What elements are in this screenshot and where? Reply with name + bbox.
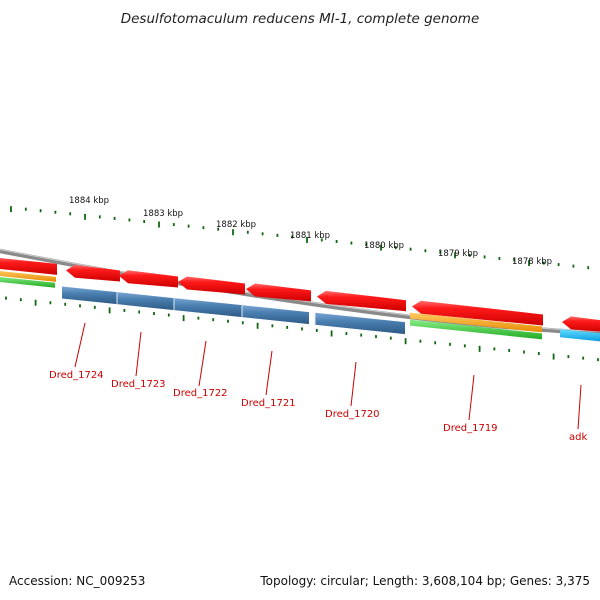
ruler-label: 1883 kbp xyxy=(143,209,183,219)
product-band xyxy=(315,312,405,335)
genome-summary-text: Topology: circular; Length: 3,608,104 bp… xyxy=(260,574,590,588)
label-leader-line xyxy=(198,340,207,387)
gene-label-dred-1723: Dred_1723 xyxy=(111,379,166,390)
cds-arrow xyxy=(66,264,120,282)
ruler-label: 1882 kbp xyxy=(216,220,256,230)
position-ruler xyxy=(5,206,599,362)
label-leader-line xyxy=(74,322,86,368)
label-leader-line xyxy=(135,331,142,377)
ruler-labels: 1884 kbp 1883 kbp 1882 kbp 1881 kbp 1880 kbp… xyxy=(69,196,552,267)
cds-arrow xyxy=(178,276,245,295)
product-band xyxy=(174,298,242,318)
label-leader-line xyxy=(577,384,582,430)
cds-arrow xyxy=(119,270,178,288)
cog-track-green xyxy=(410,319,542,340)
cds-arrow xyxy=(317,290,406,312)
cog-track-green xyxy=(0,277,55,288)
product-band xyxy=(62,286,117,305)
label-leaders xyxy=(74,322,582,430)
cds-arrow xyxy=(0,258,57,275)
product-band xyxy=(117,292,174,311)
ruler-label: 1884 kbp xyxy=(69,196,109,206)
gene-label-adk: adk xyxy=(569,432,587,443)
ruler-label: 1879 kbp xyxy=(438,249,478,259)
gene-label-dred-1719: Dred_1719 xyxy=(443,423,498,434)
cyan-track xyxy=(560,329,600,342)
gene-label-dred-1721: Dred_1721 xyxy=(241,398,296,409)
gene-labels: Dred_1724 Dred_1723 Dred_1722 Dred_1721 Dred… xyxy=(49,370,587,443)
cds-arrow xyxy=(246,283,311,302)
label-leader-line xyxy=(468,374,475,421)
cds-arrow xyxy=(562,316,600,332)
cog-track-orange xyxy=(410,312,542,333)
cds-arrow xyxy=(412,300,543,326)
label-leader-line xyxy=(350,361,357,407)
cog-track-orange xyxy=(0,271,56,282)
accession-text: Accession: NC_009253 xyxy=(9,574,146,588)
product-band xyxy=(242,305,309,325)
ruler-label: 1880 kbp xyxy=(364,241,404,251)
label-leader-line xyxy=(265,350,273,396)
ruler-label: 1881 kbp xyxy=(290,231,330,241)
map-title: Desulfotomaculum reducens MI-1, complete… xyxy=(121,11,480,27)
gene-features xyxy=(0,258,600,342)
gene-label-dred-1720: Dred_1720 xyxy=(325,409,380,420)
ruler-label: 1878 kbp xyxy=(512,257,552,267)
gene-label-dred-1722: Dred_1722 xyxy=(173,388,228,399)
gene-label-dred-1724: Dred_1724 xyxy=(49,370,104,381)
